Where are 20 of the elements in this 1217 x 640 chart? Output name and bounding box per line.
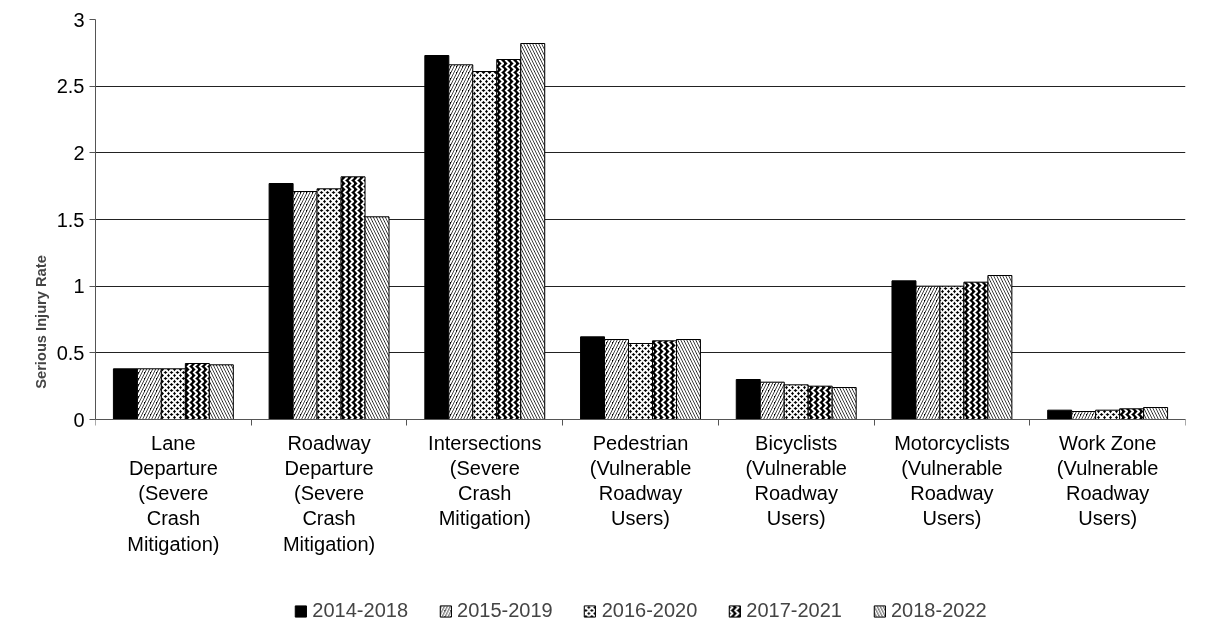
x-tick-label: Bicyclists (Vulnerable Roadway Users) — [745, 431, 847, 530]
x-tick-label: Motorcyclists (Vulnerable Roadway Users) — [894, 431, 1010, 530]
y-tick-label: 1 — [73, 275, 85, 298]
y-tick-label: 3 — [73, 8, 85, 31]
x-tick-label: Roadway Departure (Severe Crash Mitigation) — [282, 431, 376, 555]
x-tick-label: Pedestrian (Vulnerable Roadway Users) — [589, 431, 692, 530]
y-tick-label: 0 — [73, 408, 85, 431]
y-axis-title: Serious Injury Rate — [32, 255, 49, 389]
x-tick-label: Intersections (Severe Crash Mitigation) — [428, 431, 542, 530]
y-tick-label: 1.5 — [56, 208, 85, 231]
x-tick-label: Work Zone (Vulnerable Roadway Users) — [1056, 431, 1159, 530]
legend-label: 2014-2018 — [312, 599, 409, 622]
y-tick-label: 2 — [73, 141, 85, 164]
legend-label: 2017-2021 — [746, 599, 842, 622]
legend-label: 2018-2022 — [890, 599, 987, 622]
legend-label: 2015-2019 — [457, 599, 553, 622]
x-tick-label: Lane Departure (Severe Crash Mitigation) — [127, 431, 220, 555]
legend-label: 2016-2020 — [601, 599, 698, 622]
y-tick-label: 0.5 — [56, 341, 85, 364]
y-tick-label: 2.5 — [56, 75, 85, 98]
